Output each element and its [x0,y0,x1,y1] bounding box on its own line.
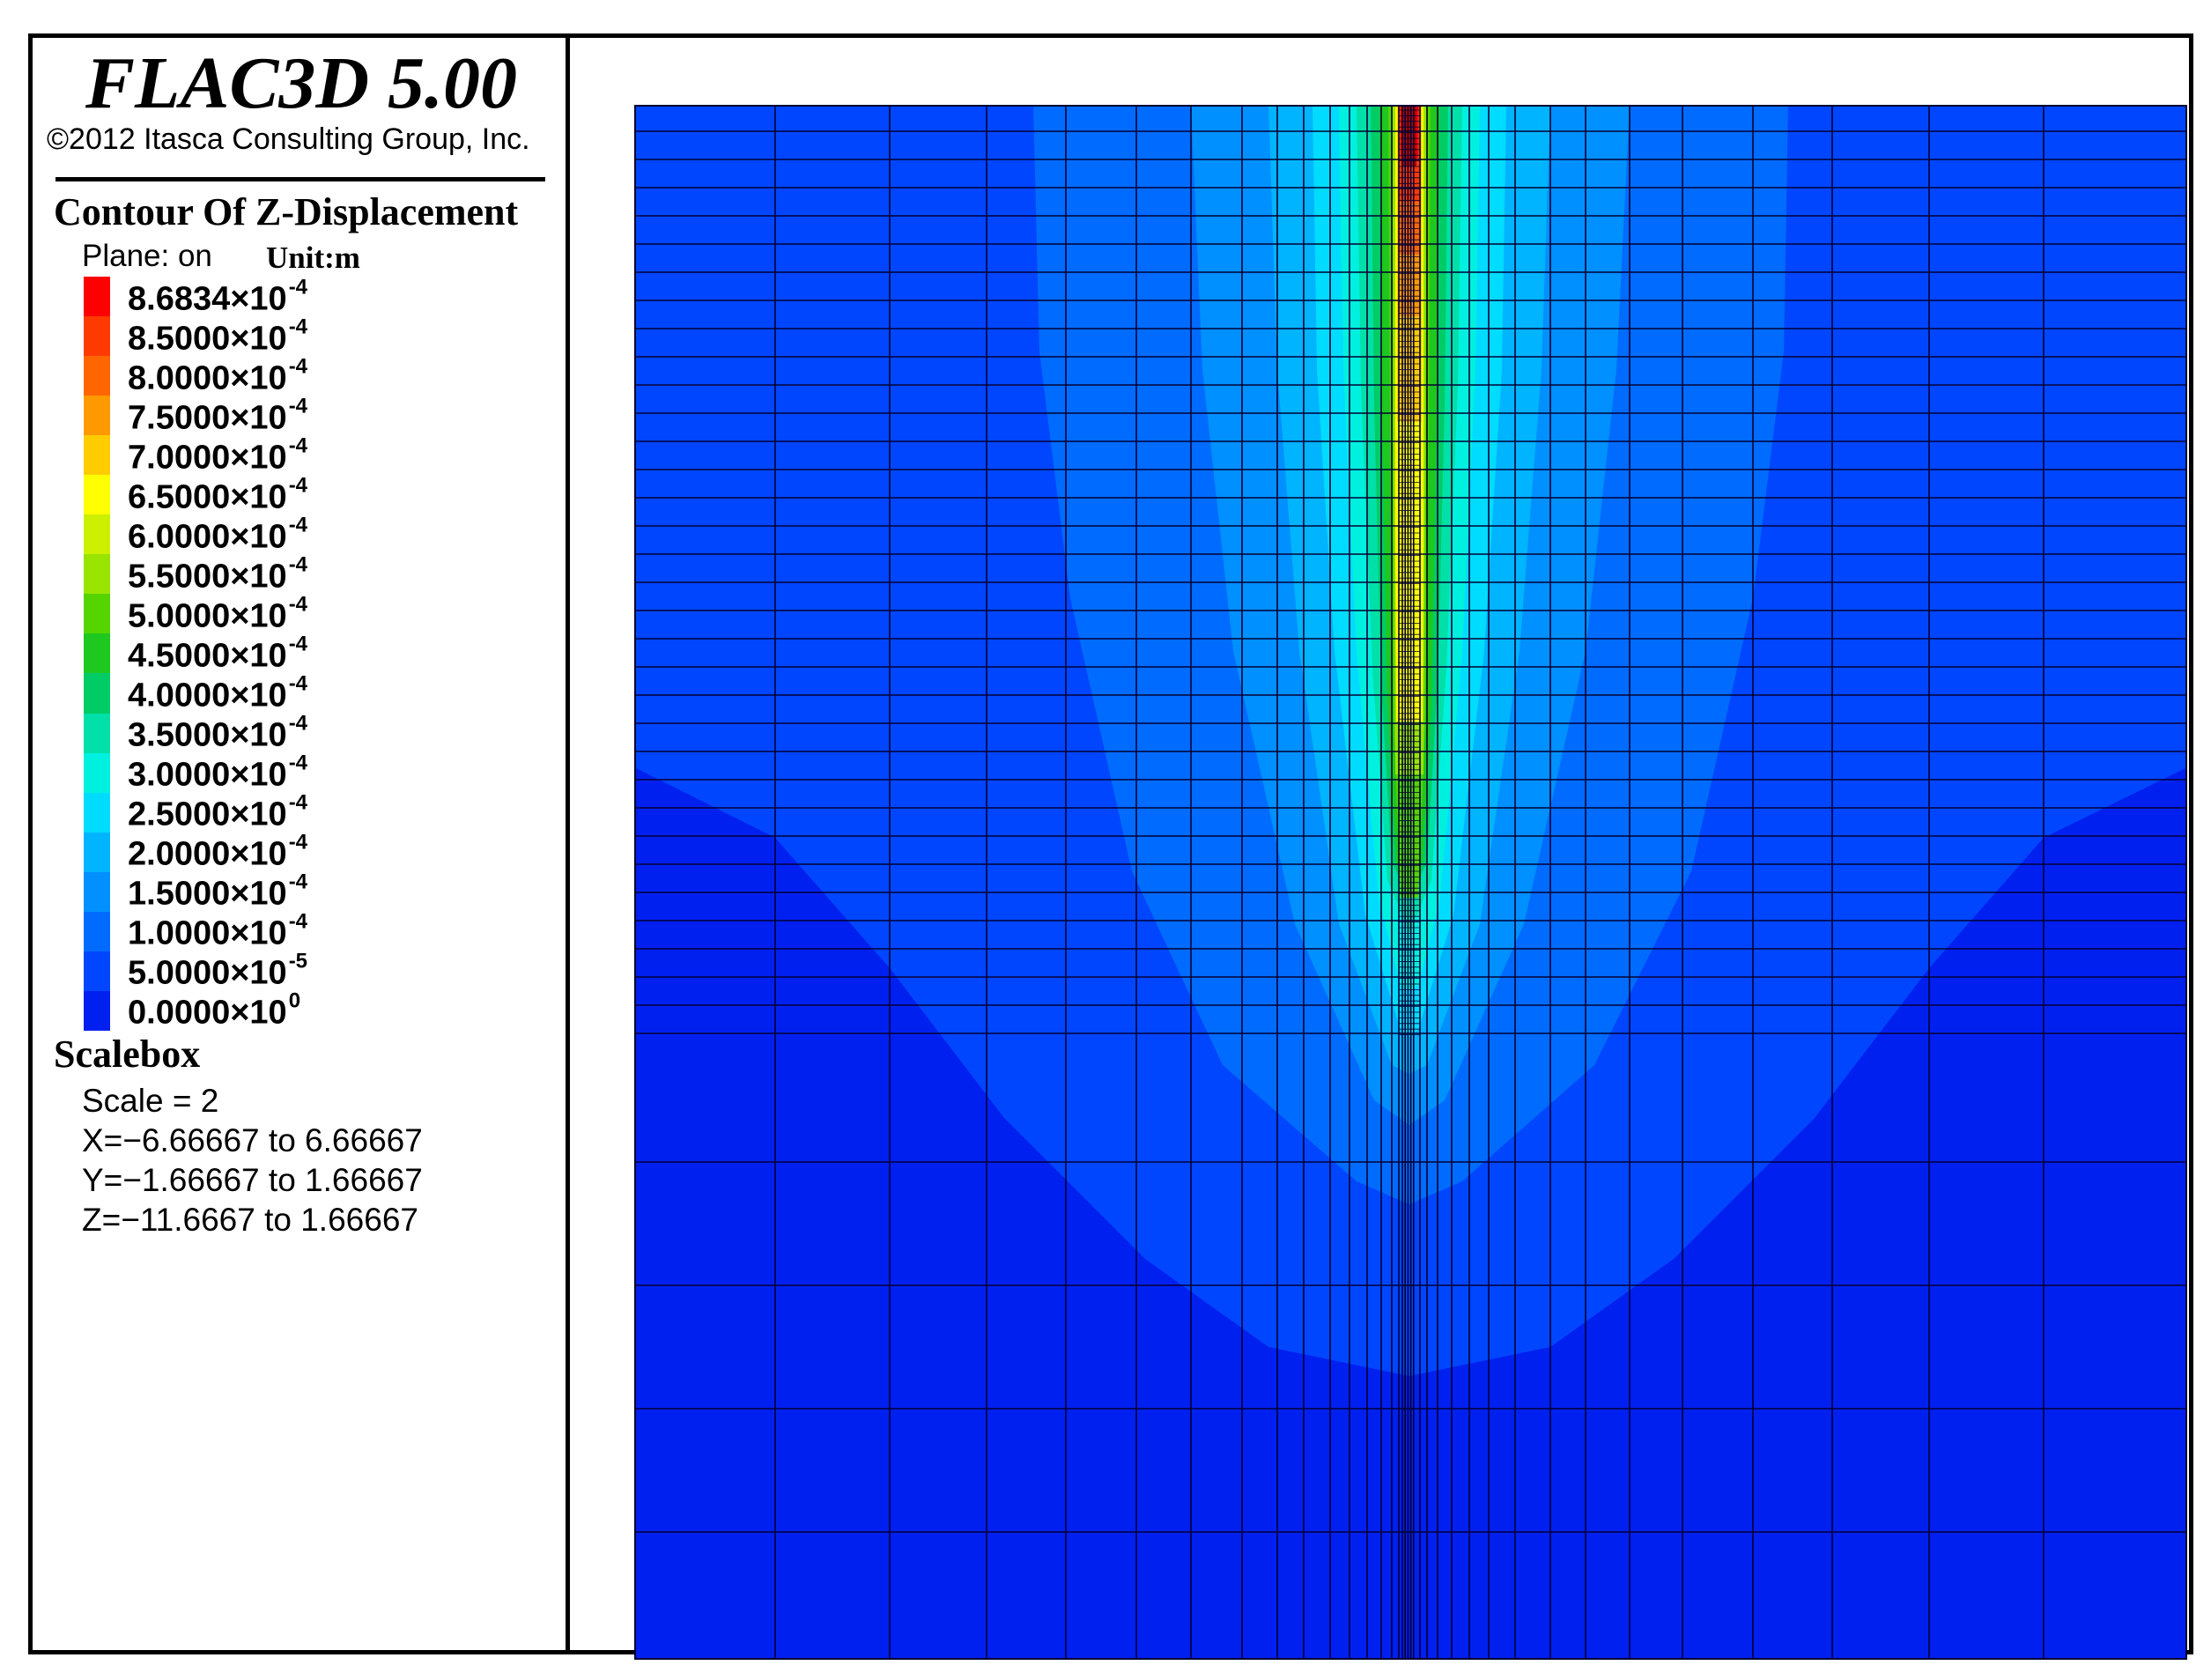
contour-title: Contour Of Z-Displacement [54,190,519,233]
colorbar-segment [84,514,110,555]
legend-label: 8.6834×10-4 [128,275,308,318]
colorbar-segment [84,277,110,317]
colorbar-segment [84,871,110,912]
legend-label: 8.5000×10-4 [128,315,308,358]
plane-status: Plane: on [82,239,212,273]
software-title: FLAC3D 5.00 [85,42,518,124]
colorbar-segment [84,633,110,674]
colorbar-segment [84,554,110,595]
mesh-grid [634,105,2187,1660]
legend-label: 3.0000×10-4 [128,751,308,794]
colorbar-segment [84,594,110,634]
colorbar-segment [84,673,110,714]
title-divider [55,177,545,181]
copyright-text: ©2012 Itasca Consulting Group, Inc. [47,122,530,156]
contour-plot [634,105,2187,1660]
colorbar-segment [84,951,110,991]
legend-label: 4.5000×10-4 [128,632,308,675]
plot-border [634,105,2187,1660]
legend-label: 4.0000×10-4 [128,671,308,714]
legend-label: 1.0000×10-4 [128,909,308,952]
unit-label: Unit:m [266,241,360,275]
colorbar-segment [84,475,110,515]
colorbar-segment [84,396,110,436]
legend-label: 2.5000×10-4 [128,790,308,833]
legend-label: 5.5000×10-4 [128,552,308,596]
colorbar-segment [84,792,110,833]
legend-label: 7.0000×10-4 [128,433,308,477]
legend-label: 6.5000×10-4 [128,473,308,516]
legend-label: 1.5000×10-4 [128,870,308,913]
legend-panel: FLAC3D 5.00 ©2012 Itasca Consulting Grou… [33,38,570,1650]
legend-label: 3.5000×10-4 [128,711,308,754]
z-range: Z=−11.6667 to 1.66667 [82,1202,418,1238]
colorbar-segment [84,435,110,476]
colorbar-segment [84,832,110,872]
colorbar-segment [84,911,110,951]
legend-label: 0.0000×100 [128,988,301,1032]
colorbar-segment [84,316,110,357]
legend-label: 5.0000×10-4 [128,592,308,635]
colorbar-segment [84,713,110,753]
y-range: Y=−1.66667 to 1.66667 [82,1162,423,1198]
legend-label: 5.0000×10-5 [128,949,308,992]
legend-label: 6.0000×10-4 [128,513,308,556]
color-bar [84,277,110,1031]
colorbar-segment [84,990,110,1031]
figure-frame: FLAC3D 5.00 ©2012 Itasca Consulting Grou… [28,33,2193,1660]
colorbar-segment [84,356,110,396]
legend-label: 2.0000×10-4 [128,830,308,873]
scale-value: Scale = 2 [82,1083,219,1119]
scalebox-title: Scalebox [54,1032,201,1076]
legend-label: 7.5000×10-4 [128,394,308,437]
x-range: X=−6.66667 to 6.66667 [82,1122,423,1158]
legend-label: 8.0000×10-4 [128,354,308,397]
colorbar-segment [84,752,110,793]
